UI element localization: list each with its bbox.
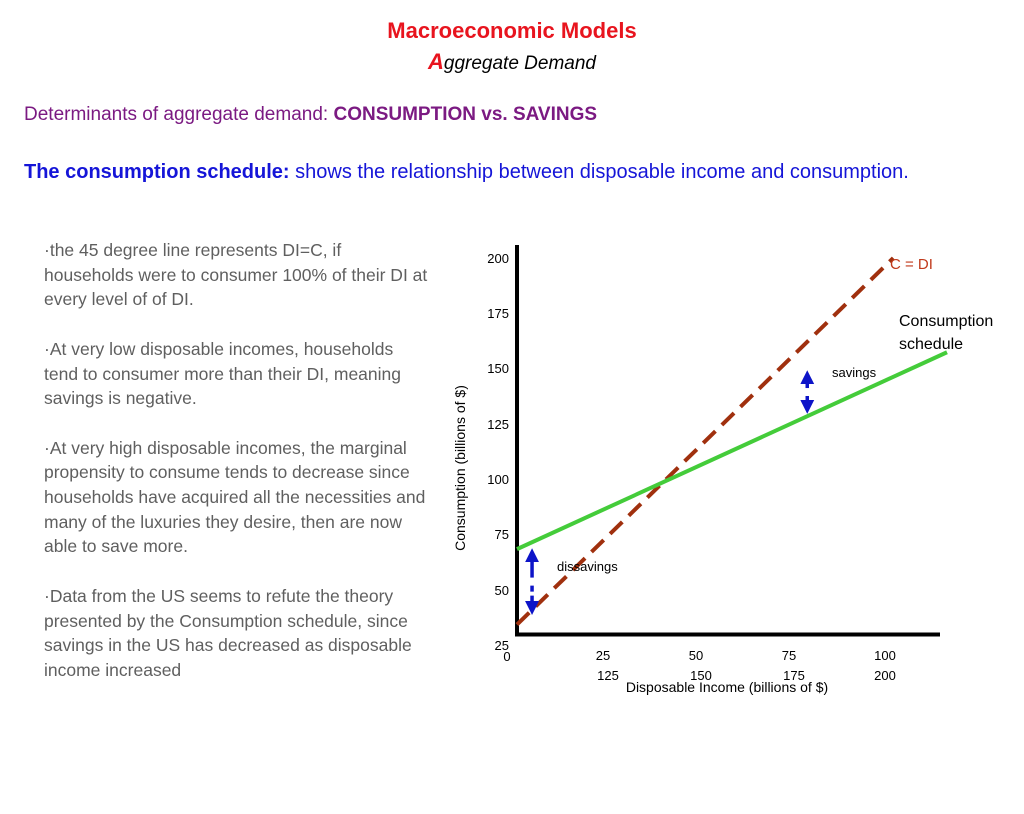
y-tick-label: 100 xyxy=(487,472,509,487)
schedule-text: shows the relationship between disposabl… xyxy=(289,161,909,183)
x-tick-label: 75 xyxy=(782,648,796,663)
determinants-heading: Determinants of aggregate demand: CONSUM… xyxy=(24,104,597,126)
x-tick-label: 200 xyxy=(874,668,896,683)
y-tick-label: 150 xyxy=(487,361,509,376)
y-tick-label: 125 xyxy=(487,417,509,432)
y-tick-label: 200 xyxy=(487,251,509,266)
determinants-prefix: Determinants of aggregate demand: xyxy=(24,104,334,125)
y-tick-label: 175 xyxy=(487,306,509,321)
y-tick-label: 75 xyxy=(495,527,509,542)
schedule-definition: The consumption schedule: shows the rela… xyxy=(24,158,954,186)
schedule-lead: The consumption schedule: xyxy=(24,161,290,183)
y-axis-title: Consumption (billions of $) xyxy=(452,385,468,551)
bullet-45-degree: ·the 45 degree line represents DI=C, if … xyxy=(44,240,428,310)
x-axis-title: Disposable Income (billions of $) xyxy=(626,679,828,695)
x-tick-label: 125 xyxy=(597,668,619,683)
slide-subtitle: Aggregate Demand xyxy=(0,49,1024,75)
bullet-list: ·the 45 degree line represents DI=C, if … xyxy=(44,238,429,707)
savings-label: savings xyxy=(832,365,877,380)
y-tick-label: 25 xyxy=(495,638,509,653)
x-tick-label: 50 xyxy=(689,648,703,663)
subtitle-initial: A xyxy=(428,49,444,74)
bullet-low-income: ·At very low disposable incomes, househo… xyxy=(44,338,401,409)
subtitle-rest: ggregate Demand xyxy=(443,53,596,74)
slide-title: Macroeconomic Models xyxy=(387,18,637,43)
x-origin-label: 0 xyxy=(503,649,510,664)
x-tick-label: 175 xyxy=(783,668,805,683)
di-45-degree-line xyxy=(515,256,895,626)
y-tick-label: 50 xyxy=(495,583,509,598)
x-tick-label: 150 xyxy=(690,668,712,683)
di-line-label: C = DI xyxy=(890,256,933,273)
chart-marks xyxy=(515,256,948,626)
x-tick-label: 100 xyxy=(874,648,896,663)
bullet-high-income: ·At very high disposable incomes, the ma… xyxy=(44,437,426,557)
determinants-emphasis: CONSUMPTION vs. SAVINGS xyxy=(333,104,598,125)
consumption-line-label: Consumption schedule xyxy=(899,313,993,353)
dissavings-label: dissavings xyxy=(557,559,618,574)
x-tick-label: 25 xyxy=(596,648,610,663)
consumption-schedule-line xyxy=(516,350,948,551)
bullet-us-data: ·Data from the US seems to refute the th… xyxy=(44,585,412,680)
